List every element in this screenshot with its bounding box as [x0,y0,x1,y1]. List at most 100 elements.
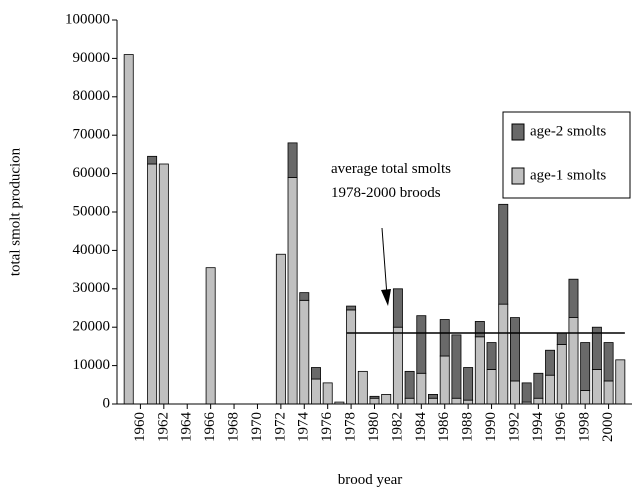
y-tick-label: 40000 [73,242,111,258]
bar [498,303,509,405]
bar [568,317,579,405]
bar [439,355,450,405]
arrow-head [381,289,391,306]
bar [451,334,462,399]
y-tick-label: 30000 [73,280,111,296]
bar [545,374,556,405]
bar [463,367,474,401]
bar [556,332,567,345]
y-tick-label: 80000 [73,88,111,104]
annotation: 1978-2000 broods [331,185,441,201]
x-tick-label: 1968 [225,412,241,442]
bar [205,267,216,405]
y-tick-label: 60000 [73,165,111,181]
y-tick-label: 0 [103,395,111,411]
x-tick-label: 1990 [483,412,499,442]
y-tick-label: 50000 [73,203,111,219]
legend-swatch [511,167,525,185]
y-tick-label: 20000 [73,319,111,335]
bar [545,349,556,376]
bar [556,344,567,405]
bar [275,253,286,405]
x-tick-label: 1992 [506,412,522,442]
x-tick-label: 1998 [577,412,593,442]
bar [147,163,158,405]
annotation: average total smolts [331,161,451,177]
bar [322,382,333,405]
bar [580,390,591,405]
bar [311,378,321,405]
y-tick-label: 10000 [73,357,111,373]
bar [369,395,380,399]
bar [603,342,614,382]
x-tick-label: 1970 [249,412,265,442]
x-tick-label: 1978 [343,412,359,442]
x-tick-label: 1994 [530,412,546,443]
x-tick-label: 1976 [319,412,335,443]
bar [392,326,403,405]
x-tick-label: 1960 [132,412,148,442]
bar [509,317,520,382]
bar [615,359,626,405]
y-axis-label: total smolt producion [7,147,23,276]
x-tick-label: 1988 [460,412,476,442]
bar [369,397,380,405]
x-tick-label: 1980 [366,412,382,442]
bar [533,397,544,405]
bar [287,142,298,178]
bar [428,397,438,405]
bar [603,380,614,405]
x-axis-label: brood year [338,472,403,488]
bar [428,393,438,399]
x-tick-label: 2000 [600,412,616,442]
legend-label: age-2 smolts [530,123,606,139]
bar [463,399,474,405]
x-tick-label: 1964 [179,412,195,443]
legend-label: age-1 smolts [530,167,606,183]
arrow-shaft [381,227,388,297]
bar [533,372,544,399]
bar [498,203,509,305]
x-tick-label: 1972 [272,412,288,442]
bar [521,382,532,403]
bar [123,54,134,405]
bar [392,288,403,328]
legend-swatch [511,123,525,141]
x-tick-label: 1984 [413,412,429,443]
bar [404,397,415,405]
bar [404,370,415,399]
x-tick-label: 1962 [155,412,171,442]
bar [357,370,368,405]
bar [509,380,520,405]
bar [346,309,357,405]
y-tick-label: 70000 [73,127,111,143]
x-tick-label: 1986 [436,412,452,443]
y-tick-label: 90000 [73,50,111,66]
bar [439,319,450,357]
bar [580,342,591,391]
bar [158,163,169,405]
bar [486,342,497,370]
bar [474,321,485,338]
bar [416,372,427,405]
x-tick-label: 1966 [202,412,218,443]
bar [147,155,158,165]
bar [591,369,602,405]
x-tick-label: 1996 [553,412,569,443]
x-tick-label: 1974 [296,412,312,443]
x-tick-label: 1982 [389,412,405,442]
bar [381,393,392,405]
y-tick-label: 100000 [65,11,110,27]
bar [591,326,602,370]
bar [346,305,357,311]
bar [416,315,427,374]
bar [299,299,310,405]
bar [486,369,497,405]
bar [474,336,485,405]
bar [568,278,579,319]
bar [287,177,298,405]
bar [311,367,321,380]
bar [451,397,462,405]
bar [299,292,310,301]
